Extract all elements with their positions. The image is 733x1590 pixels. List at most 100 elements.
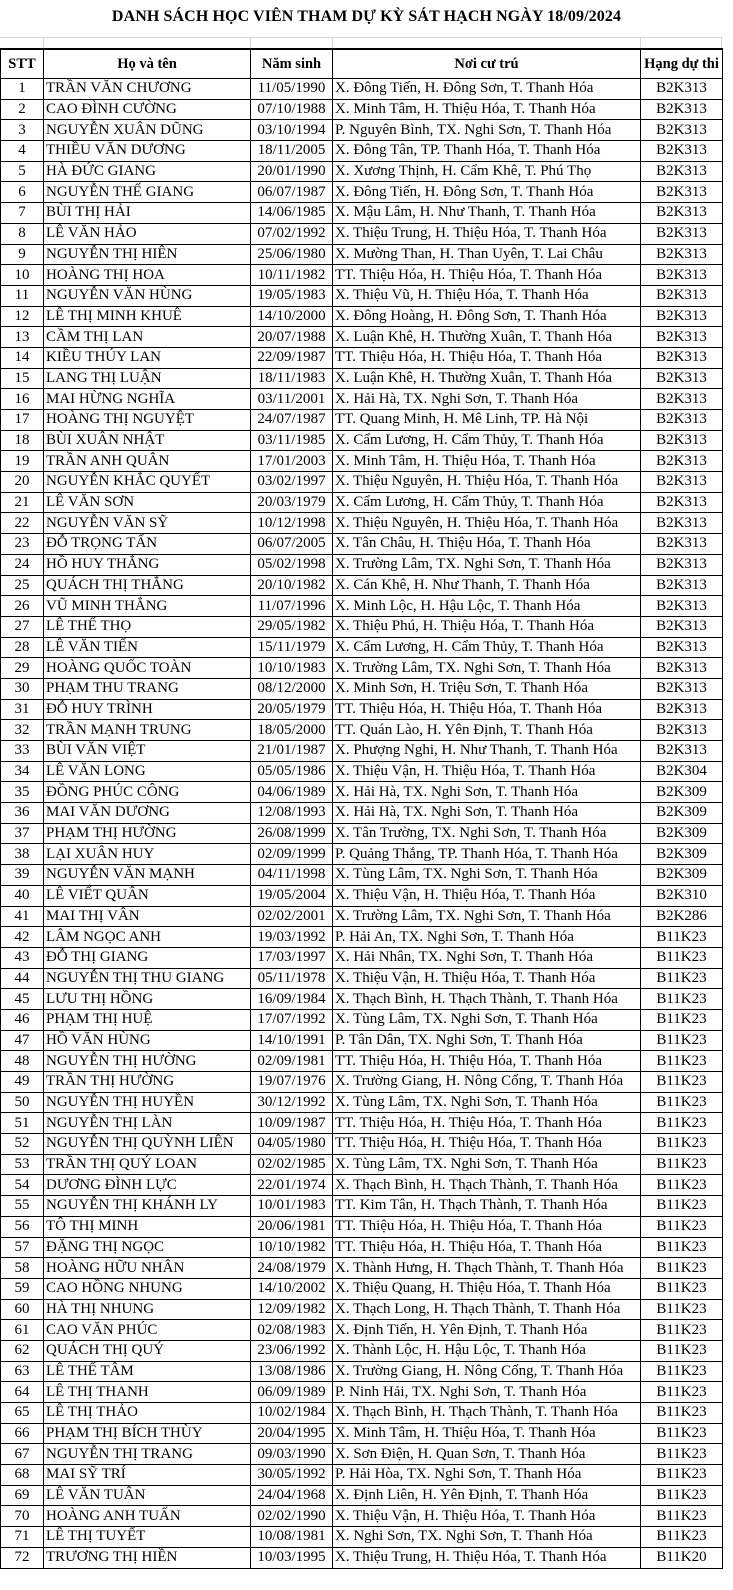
cell-birth-date: 14/06/1985: [250, 202, 333, 224]
table-row: 49 TRẦN THỊ HƯỜNG 19/07/1976 X. Trường Gian…: [0, 1071, 723, 1093]
cell-name: HỒ HUY THẮNG: [43, 553, 251, 576]
cell-stt: 26: [0, 595, 44, 617]
cell-stt: 10: [0, 264, 44, 286]
table-row: 19 TRẦN ANH QUÂN 17/01/2003 X. Minh Tâm, H.…: [0, 450, 723, 473]
cell-name: LÊ VĂN LONG: [43, 760, 251, 783]
cell-residence: X. Sơn Điện, H. Quan Sơn, T. Thanh Hóa: [332, 1443, 641, 1466]
cell-residence: X. Đông Tiến, H. Đông Sơn, T. Thanh Hóa: [332, 78, 641, 100]
cell-birth-date: 12/09/1982: [250, 1298, 333, 1321]
cell-exam-class: B2K313: [640, 450, 723, 473]
cell-exam-class: B2K309: [640, 781, 723, 804]
cell-name: LÊ VIẾT QUÂN: [43, 884, 251, 907]
spacer-row: [0, 37, 722, 49]
cell-residence: X. Thiệu Trung, H. Thiệu Hóa, T. Thanh H…: [332, 1546, 641, 1569]
table-row: 48 NGUYỄN THỊ HƯỜNG 02/09/1981 TT. Thiệu Hó…: [0, 1050, 723, 1072]
cell-residence: X. Hải Hà, TX. Nghi Sơn, T. Thanh Hóa: [332, 802, 641, 824]
cell-stt: 19: [0, 450, 44, 473]
cell-stt: 66: [0, 1422, 44, 1445]
cell-stt: 65: [0, 1402, 44, 1424]
cell-name: LÊ THỊ THẢO: [43, 1402, 251, 1424]
table-row: 10 HOÀNG THỊ HOA 10/11/1982 TT. Thiệu Hóa, …: [0, 264, 723, 286]
table-row: 3 NGUYỄN XUÂN DŨNG 03/10/1994 P. Nguyên Bìn…: [0, 119, 723, 142]
cell-residence: X. Trường Lâm, TX. Nghi Sơn, T. Thanh Hó…: [332, 657, 641, 679]
cell-residence: X. Minh Tâm, H. Thiệu Hóa, T. Thanh Hóa: [332, 450, 641, 473]
cell-residence: X. Thiệu Nguyên, H. Thiệu Hóa, T. Thanh …: [332, 471, 641, 493]
cell-birth-date: 10/12/1998: [250, 512, 333, 535]
cell-exam-class: B11K23: [640, 1133, 723, 1155]
cell-residence: X. Tân Châu, H. Thiệu Hóa, T. Thanh Hóa: [332, 533, 641, 555]
cell-birth-date: 05/05/1986: [250, 760, 333, 783]
cell-birth-date: 18/11/1983: [250, 367, 333, 390]
cell-name: NGUYỄN THỊ HIÊN: [43, 243, 251, 266]
cell-name: MAI THỊ VÂN: [43, 905, 251, 928]
cell-birth-date: 18/05/2000: [250, 719, 333, 741]
cell-exam-class: B2K313: [640, 202, 723, 224]
table-row: 68 MAI SỸ TRÍ 30/05/1992 P. Hải Hòa, TX. Ng…: [0, 1464, 723, 1486]
cell-stt: 39: [0, 864, 44, 886]
cell-name: LÊ VĂN TIẾN: [43, 636, 251, 659]
cell-birth-date: 13/08/1986: [250, 1360, 333, 1383]
cell-birth-date: 19/05/1983: [250, 284, 333, 307]
table-row: 17 HOÀNG THỊ NGUYỆT 24/07/1987 TT. Quang Mi…: [0, 409, 723, 431]
cell-stt: 21: [0, 491, 44, 514]
cell-residence: X. Tùng Lâm, TX. Nghi Sơn, T. Thanh Hóa: [332, 864, 641, 886]
cell-birth-date: 10/08/1981: [250, 1526, 333, 1548]
grid-line: [332, 38, 333, 49]
cell-exam-class: B2K309: [640, 822, 723, 845]
cell-stt: 62: [0, 1339, 44, 1362]
cell-exam-class: B2K313: [640, 160, 723, 183]
cell-exam-class: B11K23: [640, 1215, 723, 1238]
cell-residence: TT. Thiệu Hóa, H. Thiệu Hóa, T. Thanh Hó…: [332, 1215, 641, 1238]
header-residence: Nơi cư trú: [332, 48, 641, 79]
cell-residence: TT. Thiệu Hóa, H. Thiệu Hóa, T. Thanh Hó…: [332, 346, 641, 369]
cell-stt: 16: [0, 388, 44, 410]
cell-stt: 8: [0, 222, 44, 245]
cell-birth-date: 14/10/2002: [250, 1277, 333, 1300]
cell-name: HÀ THỊ NHUNG: [43, 1298, 251, 1321]
cell-exam-class: B2K313: [640, 181, 723, 204]
cell-birth-date: 06/09/1989: [250, 1381, 333, 1403]
cell-birth-date: 10/01/1983: [250, 1195, 333, 1217]
cell-birth-date: 07/02/1992: [250, 222, 333, 245]
cell-name: CAO ĐÌNH CƯỜNG: [43, 98, 251, 121]
table-row: 42 LÂM NGỌC ANH 19/03/1992 P. Hải An, TX. N…: [0, 926, 723, 948]
table-row: 39 NGUYỄN VĂN MẠNH 04/11/1998 X. Tùng Lâm, …: [0, 864, 723, 886]
cell-exam-class: B11K23: [640, 988, 723, 1010]
cell-exam-class: B11K23: [640, 1402, 723, 1424]
cell-stt: 1: [0, 78, 44, 100]
cell-residence: TT. Thiệu Hóa, H. Thiệu Hóa, T. Thanh Hó…: [332, 1133, 641, 1155]
cell-residence: X. Trường Giang, H. Nông Cống, T. Thanh …: [332, 1360, 641, 1383]
cell-stt: 64: [0, 1381, 44, 1403]
cell-birth-date: 29/05/1982: [250, 615, 333, 638]
table-row: 45 LƯU THỊ HỒNG 16/09/1984 X. Thạch Bình, H…: [0, 988, 723, 1010]
cell-birth-date: 02/02/1985: [250, 1153, 333, 1176]
cell-birth-date: 16/09/1984: [250, 988, 333, 1010]
cell-exam-class: B2K313: [640, 574, 723, 597]
cell-birth-date: 02/02/2001: [250, 905, 333, 928]
cell-name: LƯU THỊ HỒNG: [43, 988, 251, 1010]
cell-exam-class: B2K313: [640, 719, 723, 741]
cell-stt: 54: [0, 1174, 44, 1197]
cell-stt: 23: [0, 533, 44, 555]
cell-birth-date: 10/03/1995: [250, 1546, 333, 1569]
cell-stt: 50: [0, 1091, 44, 1114]
cell-birth-date: 25/06/1980: [250, 243, 333, 266]
cell-birth-date: 04/06/1989: [250, 781, 333, 804]
cell-stt: 57: [0, 1236, 44, 1259]
cell-exam-class: B2K313: [640, 78, 723, 100]
header-exam-class: Hạng dự thi: [640, 48, 723, 79]
cell-name: PHẠM THỊ HƯỜNG: [43, 822, 251, 845]
cell-exam-class: B2K304: [640, 760, 723, 783]
cell-birth-date: 10/11/1982: [250, 264, 333, 286]
cell-residence: X. Thạch Bình, H. Thạch Thành, T. Thanh …: [332, 1402, 641, 1424]
table-row: 61 CAO VĂN PHÚC 02/08/1983 X. Định Tiến, H.…: [0, 1319, 723, 1341]
cell-name: BÙI VĂN VIỆT: [43, 740, 251, 762]
cell-stt: 44: [0, 967, 44, 990]
cell-name: ĐỖ HUY TRÌNH: [43, 698, 251, 721]
table-body: 1 TRẦN VĂN CHƯƠNG 11/05/1990 X. Đông Tiến, …: [0, 78, 723, 1569]
table-row: 72 TRƯƠNG THỊ HIỀN 10/03/1995 X. Thiệu Trun…: [0, 1546, 723, 1569]
cell-residence: X. Thạch Bình, H. Thạch Thành, T. Thanh …: [332, 1174, 641, 1197]
cell-stt: 29: [0, 657, 44, 679]
cell-name: NGUYỄN KHẮC QUYẾT: [43, 471, 251, 493]
table-row: 9 NGUYỄN THỊ HIÊN 25/06/1980 X. Mường Than,…: [0, 243, 723, 266]
